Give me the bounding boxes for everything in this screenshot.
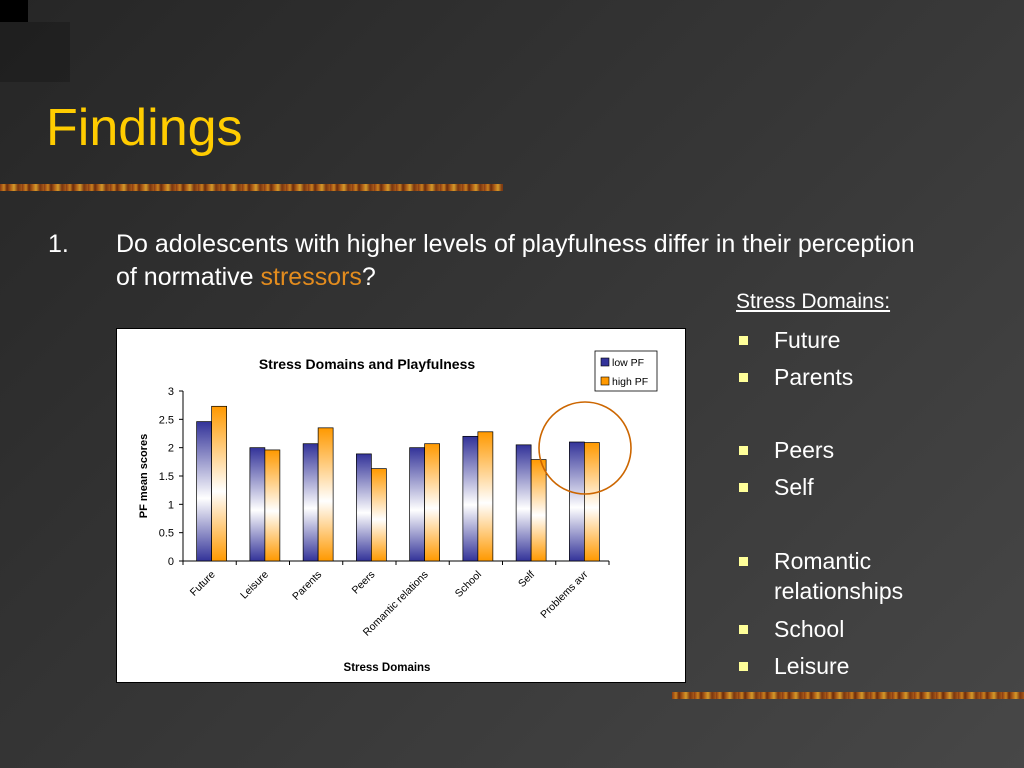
x-axis-label: Stress Domains (344, 662, 431, 674)
bar-high-pf (317, 427, 334, 562)
legend-swatch-low-pf (600, 357, 610, 367)
bar-high-pf (371, 468, 387, 562)
domain-label: Parents (774, 364, 854, 390)
bar-high-pf (211, 405, 227, 562)
y-tick-label: 0 (168, 556, 174, 568)
domains-heading: Stress Domains: (736, 290, 891, 313)
question-text: Do adolescents with higher levels of pla… (116, 228, 916, 294)
bullet-icon (739, 446, 748, 455)
bullet-icon (739, 662, 748, 671)
decorative-band-top (0, 184, 503, 191)
bar-low-pf (409, 447, 425, 562)
x-tick-label: Future (188, 569, 218, 599)
corner-mark (0, 0, 28, 22)
bar-low-pf (515, 444, 532, 562)
legend-swatch-high-pf (600, 376, 610, 386)
bar-low-pf (249, 447, 266, 562)
x-tick-label: Leisure (238, 569, 271, 602)
bullet-icon (739, 373, 748, 382)
bar-low-pf (196, 421, 212, 562)
bar-high-pf (530, 459, 547, 562)
y-tick-label: 2 (168, 443, 174, 455)
bar-high-pf (477, 431, 494, 562)
question-end: ? (361, 263, 376, 291)
x-tick-label: Problems avr (538, 568, 591, 621)
x-tick-label: Peers (350, 569, 378, 597)
question-body: Do adolescents with higher levels of pla… (116, 230, 915, 291)
legend-label: high PF (612, 376, 648, 388)
slide-title: Findings (46, 99, 243, 157)
domain-label: Romantic relationships (774, 548, 904, 604)
y-axis-label: PF mean scores (138, 434, 150, 518)
legend-label: low PF (612, 357, 644, 369)
x-tick-label: Parents (290, 569, 324, 603)
domain-label: Future (774, 327, 841, 353)
bar-low-pf (569, 441, 585, 562)
y-tick-label: 1 (168, 499, 174, 511)
domain-label: Peers (774, 437, 835, 463)
chart-title: Stress Domains and Playfulness (259, 356, 476, 372)
bar-low-pf (462, 435, 479, 562)
y-tick-label: 3 (168, 386, 174, 398)
x-tick-label: Self (516, 569, 537, 590)
chart-panel: Stress Domains and Playfulness 0 0.5 1 1.5 2 2… (116, 328, 686, 683)
question-number: 1. (48, 230, 69, 258)
domain-label: Self (774, 474, 814, 500)
y-tick-label: 2.5 (159, 414, 174, 426)
bar-high-pf (584, 442, 600, 562)
bullet-icon (739, 483, 748, 492)
corner-shade (0, 22, 70, 82)
domain-label: Leisure (774, 653, 850, 679)
bar-high-pf (264, 449, 281, 562)
bar-high-pf (424, 443, 440, 562)
decorative-band-bottom (672, 692, 1024, 699)
bullet-icon (739, 336, 748, 345)
x-tick-label: School (453, 569, 484, 600)
highlight-circle (538, 401, 632, 495)
bullet-icon (739, 625, 748, 634)
bar-chart: Stress Domains and Playfulness 0 0.5 1 1.5 2 2… (138, 350, 658, 674)
bar-low-pf (356, 453, 372, 562)
bullet-icon (739, 557, 748, 566)
y-tick-label: 0.5 (159, 528, 174, 540)
domain-label: School (774, 616, 845, 642)
bar-low-pf (302, 443, 319, 562)
y-tick-label: 1.5 (159, 471, 174, 483)
question-accent: stressors (260, 263, 362, 291)
